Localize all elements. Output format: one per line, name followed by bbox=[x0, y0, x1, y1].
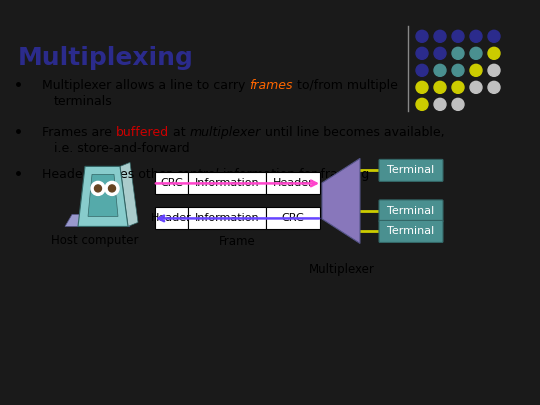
Text: CRC: CRC bbox=[160, 179, 183, 188]
Circle shape bbox=[105, 181, 119, 196]
Text: information for framing: information for framing bbox=[219, 168, 369, 181]
Circle shape bbox=[416, 47, 428, 59]
Bar bbox=[155, 173, 188, 194]
Circle shape bbox=[488, 64, 500, 76]
Text: to/from multiple: to/from multiple bbox=[293, 79, 398, 92]
Text: frames: frames bbox=[249, 79, 293, 92]
Text: Terminal: Terminal bbox=[387, 226, 435, 237]
Text: Frame: Frame bbox=[219, 235, 256, 248]
Text: multiplexer: multiplexer bbox=[190, 126, 261, 139]
Circle shape bbox=[470, 64, 482, 76]
Bar bbox=[266, 173, 320, 194]
Text: Information: Information bbox=[194, 213, 259, 224]
Circle shape bbox=[452, 47, 464, 59]
Bar bbox=[155, 207, 188, 230]
Circle shape bbox=[488, 30, 500, 42]
Polygon shape bbox=[120, 162, 138, 226]
Circle shape bbox=[488, 47, 500, 59]
Circle shape bbox=[452, 64, 464, 76]
Circle shape bbox=[434, 47, 446, 59]
FancyBboxPatch shape bbox=[379, 220, 443, 243]
Circle shape bbox=[91, 181, 105, 196]
Bar bbox=[188, 207, 266, 230]
Polygon shape bbox=[65, 214, 130, 226]
Circle shape bbox=[434, 98, 446, 110]
Circle shape bbox=[94, 185, 102, 192]
Circle shape bbox=[452, 81, 464, 93]
Polygon shape bbox=[88, 175, 118, 216]
FancyBboxPatch shape bbox=[379, 200, 443, 222]
Text: Header: Header bbox=[151, 213, 192, 224]
Circle shape bbox=[109, 185, 116, 192]
Text: Host computer: Host computer bbox=[51, 234, 139, 247]
Circle shape bbox=[452, 30, 464, 42]
Text: Multiplexer: Multiplexer bbox=[309, 264, 375, 277]
Text: CRC: CRC bbox=[281, 213, 304, 224]
FancyBboxPatch shape bbox=[379, 160, 443, 181]
Text: Terminal: Terminal bbox=[387, 206, 435, 216]
Circle shape bbox=[470, 47, 482, 59]
Circle shape bbox=[470, 30, 482, 42]
Bar bbox=[188, 173, 266, 194]
Circle shape bbox=[434, 30, 446, 42]
Circle shape bbox=[416, 81, 428, 93]
Circle shape bbox=[434, 81, 446, 93]
Text: Frames are: Frames are bbox=[42, 126, 116, 139]
Text: at: at bbox=[169, 126, 190, 139]
Text: Header: Header bbox=[272, 179, 313, 188]
Text: until line becomes available,: until line becomes available, bbox=[261, 126, 444, 139]
Text: Multiplexer allows a line to carry: Multiplexer allows a line to carry bbox=[42, 79, 249, 92]
Text: Header carries other: Header carries other bbox=[42, 168, 176, 181]
Text: control: control bbox=[176, 168, 219, 181]
Text: :: : bbox=[409, 215, 413, 228]
Circle shape bbox=[470, 81, 482, 93]
Text: Information: Information bbox=[194, 179, 259, 188]
Text: Terminal: Terminal bbox=[387, 165, 435, 175]
Text: terminals: terminals bbox=[54, 95, 113, 109]
Circle shape bbox=[488, 81, 500, 93]
Text: Multiplexing: Multiplexing bbox=[18, 46, 194, 70]
Polygon shape bbox=[78, 166, 128, 226]
Polygon shape bbox=[322, 158, 360, 243]
Circle shape bbox=[416, 64, 428, 76]
Circle shape bbox=[452, 98, 464, 110]
Circle shape bbox=[416, 98, 428, 110]
Circle shape bbox=[434, 64, 446, 76]
Text: i.e. store-and-forward: i.e. store-and-forward bbox=[54, 143, 190, 156]
Bar bbox=[266, 207, 320, 230]
Circle shape bbox=[416, 30, 428, 42]
Text: buffered: buffered bbox=[116, 126, 169, 139]
